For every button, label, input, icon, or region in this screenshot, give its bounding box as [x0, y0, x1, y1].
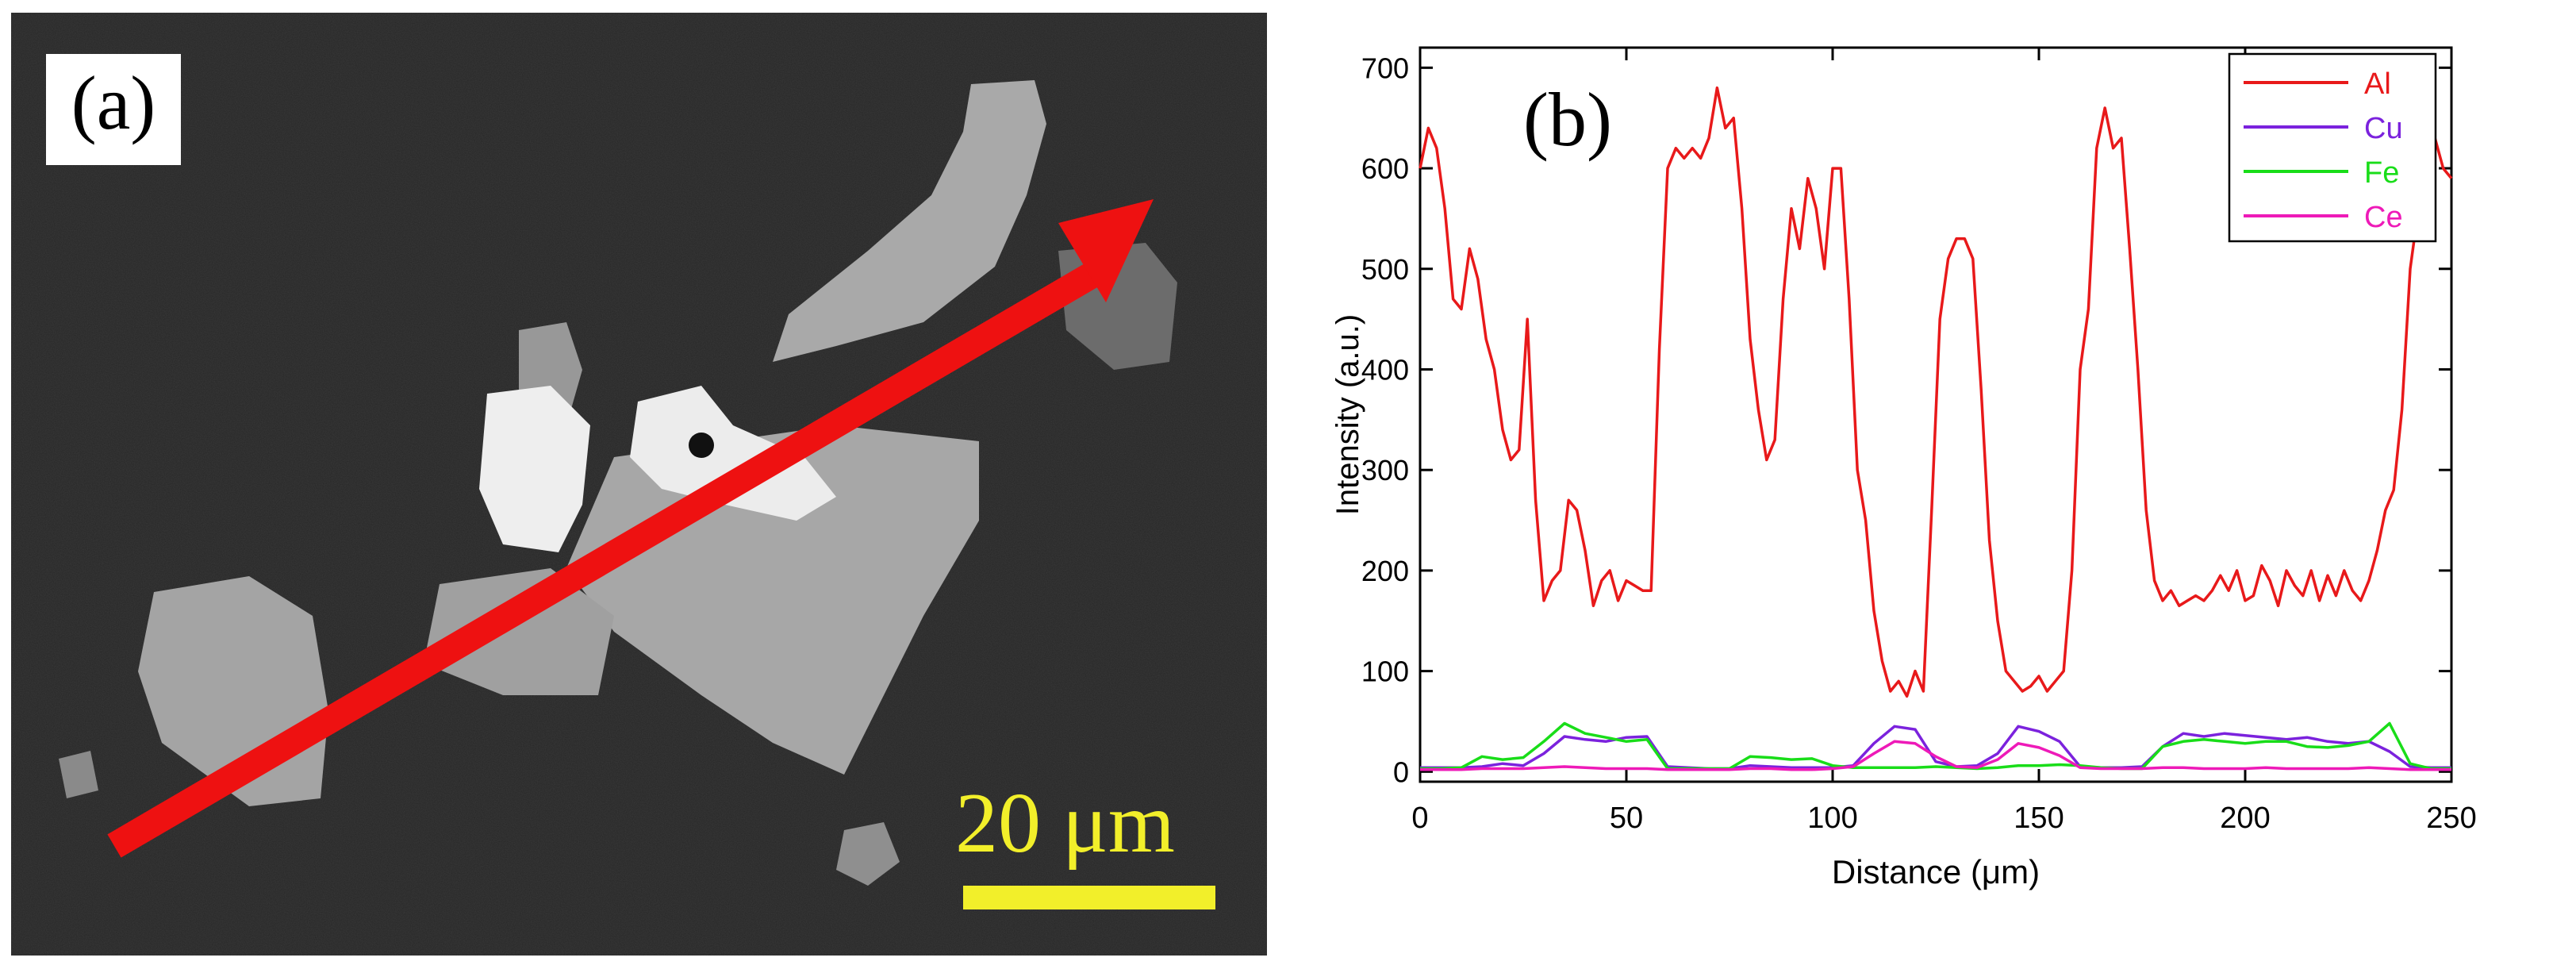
y-axis-label: Intensity (a.u.) [1330, 314, 1365, 515]
small-particle-bottom [836, 822, 900, 886]
dark-pore [689, 433, 714, 458]
x-tick-label: 150 [2014, 802, 2063, 835]
y-tick-label: 0 [1393, 756, 1409, 788]
line-scan-arrow-head [1058, 199, 1154, 302]
x-axis-label: Distance (μm) [1832, 853, 2040, 890]
x-tick-label: 200 [2220, 802, 2270, 835]
scale-bar [963, 886, 1215, 909]
y-tick-label: 300 [1361, 454, 1409, 486]
sem-micrograph [11, 13, 1267, 956]
line-scan-chart: 0 50 100 150 200 250 0 100 200 300 400 500 600 700 Dis… [1330, 46, 2477, 890]
legend-box [2228, 52, 2437, 243]
y-tick-label: 500 [1361, 253, 1409, 286]
panel-label-a: (a) [46, 54, 181, 165]
small-particle-left-edge [59, 751, 98, 798]
line-scan-chart-panel: 0 50 100 150 200 250 0 100 200 300 400 500 600 700 Dis… [1317, 0, 2576, 969]
legend-label-fe: Fe [2364, 156, 2399, 190]
scale-bar-label: 20 μm [955, 776, 1175, 871]
series-line-ce [1420, 740, 2451, 771]
legend-label-ce: Ce [2364, 201, 2403, 234]
series-line-al [1419, 86, 2453, 698]
y-tick-label: 400 [1361, 353, 1409, 386]
y-tick-label: 100 [1361, 656, 1409, 688]
series-line-cu [1420, 725, 2451, 771]
panel-label-b: (b) [1523, 77, 1612, 162]
y-tick-label: 600 [1361, 152, 1409, 185]
y-tick-label: 700 [1361, 52, 1409, 84]
legend-label-cu: Cu [2364, 112, 2403, 145]
intermetallic-particle-center-left [424, 568, 614, 695]
x-tick-label: 50 [1610, 802, 1643, 835]
x-tick-label: 100 [1807, 802, 1857, 835]
sem-micrograph-panel: (a) 20 μm [11, 13, 1267, 956]
y-tick-label: 200 [1361, 555, 1409, 587]
series-line-fe [1420, 721, 2451, 771]
plot-frame [1419, 46, 2453, 783]
bright-phase-left [479, 386, 590, 552]
x-tick-label: 0 [1411, 802, 1428, 835]
line-scan-arrow-shaft [107, 255, 1113, 858]
legend-label-al: Al [2364, 67, 2391, 101]
intermetallic-particle-top-right [773, 80, 1046, 362]
bright-phase-right [630, 386, 836, 521]
x-tick-label: 250 [2426, 802, 2476, 835]
